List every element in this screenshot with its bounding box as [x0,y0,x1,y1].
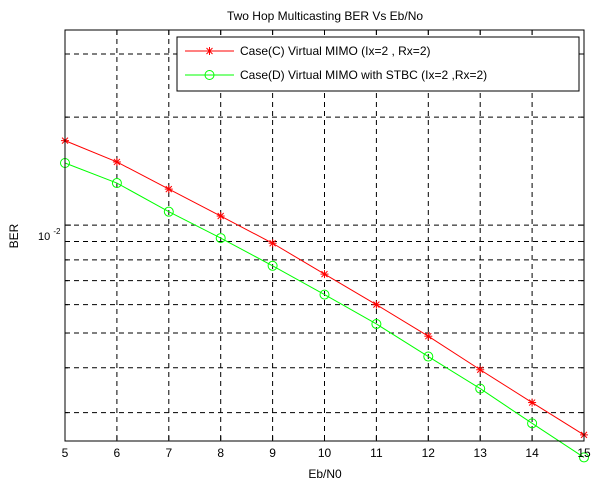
legend-label-case-d: Case(D) Virtual MIMO with STBC (Ix=2 ,Rx… [240,68,487,82]
x-tick-label: 11 [370,446,383,460]
series-group [60,136,589,463]
x-tick-label: 15 [577,446,591,460]
data-point-asterisk [528,398,537,407]
x-tick-label: 14 [525,446,539,460]
y-tick-exponent: -2 [53,227,61,236]
axis-ticks: 5 6 7 8 9 10 11 12 13 14 15 [62,30,591,460]
chart-title: Two Hop Multicasting BER Vs Eb/No [227,9,423,23]
asterisk-stroke [528,399,536,406]
x-tick-label: 10 [318,446,332,460]
axes-background [65,30,584,441]
data-point-asterisk [164,185,173,194]
data-point-circle [579,452,589,463]
data-point-circle [475,383,486,394]
data-point-asterisk [216,212,225,221]
data-point-circle [527,418,538,429]
x-tick-label: 5 [62,446,69,460]
x-tick-label: 8 [217,446,224,460]
asterisk-stroke [269,239,276,247]
data-point-asterisk [112,157,121,166]
data-point-circle [423,351,434,362]
x-axis-label: Eb/N0 [308,467,342,481]
data-point-circle [371,318,382,329]
asterisk-stroke [321,270,328,278]
data-point-asterisk [268,239,277,248]
data-point-circle [319,289,330,300]
data-point-circle [215,233,226,244]
data-point-circle [111,178,122,189]
asterisk-stroke [373,301,380,309]
data-point-circle [163,206,174,217]
legend-label-case-c: Case(C) Virtual MIMO (Ix=2 , Rx=2) [240,44,431,58]
data-point-asterisk [476,365,485,374]
y-tick-base: 10 [38,231,50,243]
legend-marker-case-c [205,47,214,55]
legend: Case(C) Virtual MIMO (Ix=2 , Rx=2) Case(… [176,36,580,92]
legend-box [176,36,580,92]
asterisk-stroke [476,366,484,374]
legend-marker-case-d [204,70,215,80]
y-axis-label: BER [7,223,21,248]
x-tick-label: 13 [474,446,488,460]
asterisk-stroke [113,158,121,166]
x-tick-label: 12 [422,446,436,460]
asterisk-stroke [424,332,432,340]
asterisk-stroke [217,212,225,220]
asterisk-stroke [206,47,213,55]
x-tick-label: 9 [269,446,276,460]
x-tick-label: 6 [114,446,121,460]
y-tick-label-1e-2: 10 -2 [38,227,61,243]
data-point-asterisk [372,300,381,309]
data-point-asterisk [424,332,433,341]
x-tick-label: 7 [165,446,172,460]
data-point-asterisk [320,270,329,279]
series-line-1 [64,162,585,458]
plot-area: 5 6 7 8 9 10 11 12 13 14 15 [60,29,591,463]
data-point-circle [267,260,278,271]
asterisk-stroke [165,185,173,193]
